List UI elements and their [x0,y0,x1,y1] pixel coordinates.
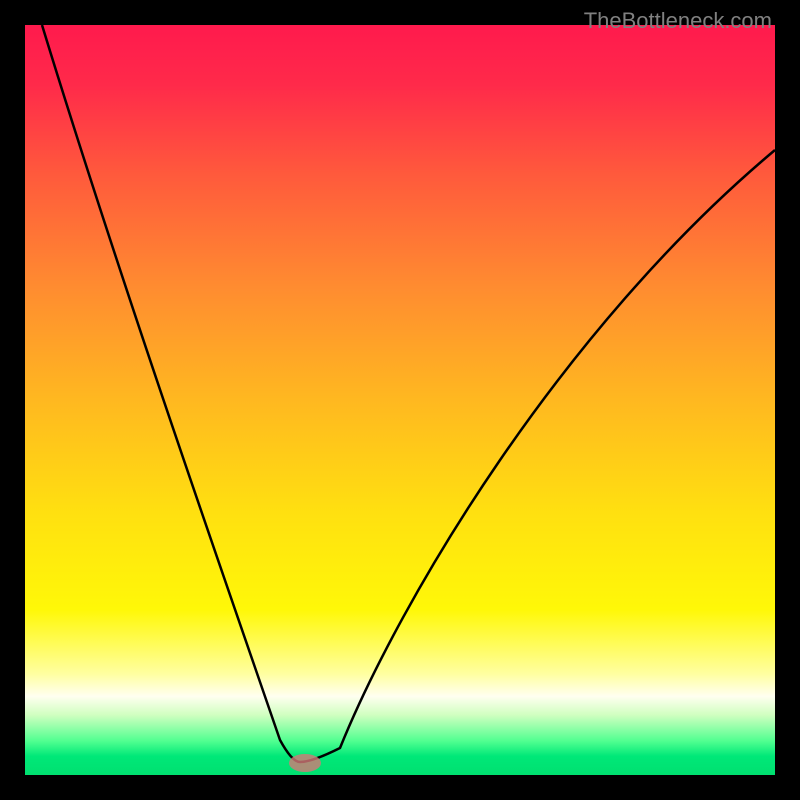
minimum-marker [289,754,321,772]
bottleneck-chart [0,0,800,800]
plot-background [25,25,775,775]
chart-container: TheBottleneck.com [0,0,800,800]
watermark-text: TheBottleneck.com [584,8,772,34]
